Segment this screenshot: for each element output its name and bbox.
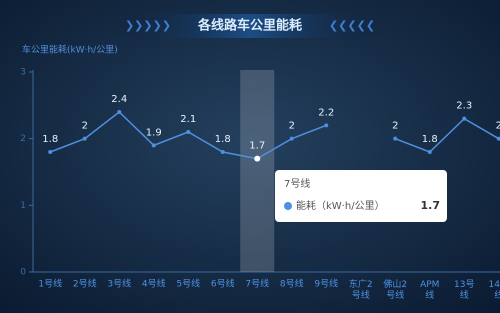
point xyxy=(393,137,397,141)
data-label: 2 xyxy=(496,121,500,132)
tooltip-series-name: 能耗（kW·h/公里） xyxy=(296,199,385,212)
data-label: 1.8 xyxy=(42,134,58,145)
data-label: 2 xyxy=(392,121,398,132)
point xyxy=(221,150,225,154)
point xyxy=(83,137,87,141)
y-tick-label: 1 xyxy=(20,201,26,211)
x-tick-label: 5号线 xyxy=(176,278,200,290)
data-label: 2.2 xyxy=(318,107,334,118)
point xyxy=(117,110,121,114)
chart-title: 各线路车公里能耗 xyxy=(197,18,302,34)
data-label: 2.4 xyxy=(111,94,127,105)
y-tick-label: 2 xyxy=(20,134,26,144)
data-label: 2 xyxy=(82,121,88,132)
page: {"chart_data": {"type": "line", "title":… xyxy=(0,0,500,313)
data-label: 2.3 xyxy=(456,101,472,112)
tooltip-title: 7号线 xyxy=(284,177,310,190)
data-label: 1.9 xyxy=(146,127,162,138)
decoration: ❮❮❮❮❮ xyxy=(329,19,375,32)
data-label: 1.8 xyxy=(215,134,231,145)
tooltip-box xyxy=(275,170,447,222)
y-tick-label: 3 xyxy=(20,68,26,78)
point xyxy=(462,117,466,121)
point xyxy=(254,156,260,162)
y-tick-label: 0 xyxy=(20,268,26,278)
x-tick-label: 7号线 xyxy=(245,278,269,290)
point xyxy=(324,123,328,127)
x-tick-label: 4号线 xyxy=(142,278,166,290)
chart: ❯❯❯❯❯ ❮❮❮❮❮ 各线路车公里能耗 车公里能耗(kW·h/公里) 0 1 2 3… xyxy=(0,0,500,313)
data-label: 2.1 xyxy=(180,114,196,125)
x-tick-label: 9号线 xyxy=(314,278,338,290)
data-label: 1.7 xyxy=(249,141,265,152)
data-label: 2 xyxy=(289,121,295,132)
data-label: 1.8 xyxy=(422,134,438,145)
point xyxy=(290,137,294,141)
hover-band xyxy=(240,70,274,272)
point xyxy=(428,150,432,154)
x-tick-label: 6号线 xyxy=(211,278,235,290)
point xyxy=(186,130,190,134)
x-tick-label: 3号线 xyxy=(107,278,131,290)
x-tick-label: 2号线 xyxy=(73,278,97,290)
x-tick-label: 8号线 xyxy=(280,278,304,290)
point xyxy=(152,143,156,147)
tooltip-legend-marker xyxy=(284,202,292,210)
decoration: ❯❯❯❯❯ xyxy=(125,19,171,32)
x-tick-label: 1号线 xyxy=(38,278,62,290)
y-axis-label: 车公里能耗(kW·h/公里) xyxy=(22,44,118,56)
tooltip-value: 1.7 xyxy=(421,199,441,212)
point xyxy=(48,150,52,154)
